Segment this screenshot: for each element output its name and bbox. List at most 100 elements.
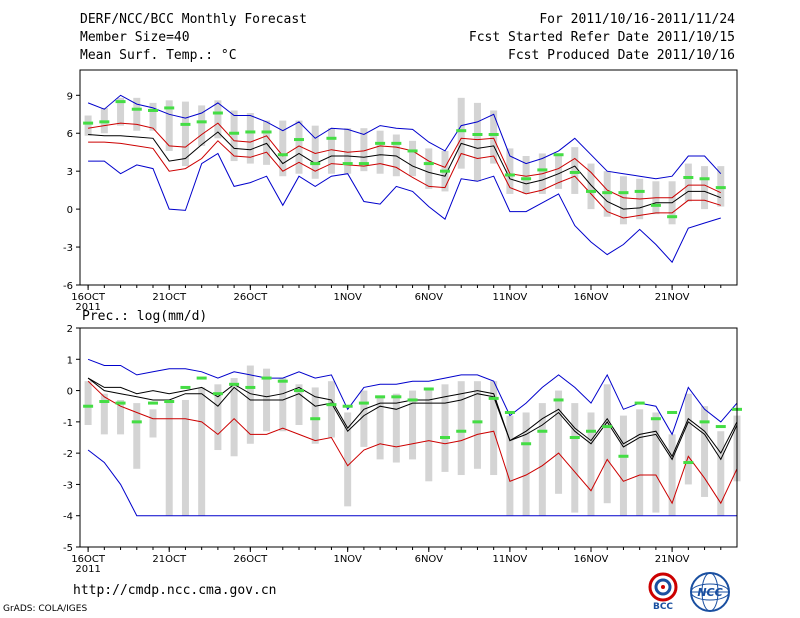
spread-box xyxy=(473,381,481,469)
observed-marker xyxy=(229,382,240,386)
spread-box xyxy=(279,378,287,432)
x-tick-label: 16OCT xyxy=(71,554,106,565)
spread-box xyxy=(684,163,692,202)
observed-marker xyxy=(634,189,645,193)
observed-marker xyxy=(715,425,726,429)
spread-box xyxy=(668,434,676,516)
observed-marker xyxy=(407,149,418,153)
observed-marker xyxy=(358,162,369,166)
y-tick-label: -2 xyxy=(63,449,73,460)
observed-marker xyxy=(148,108,158,112)
forecast-period: For 2011/10/16-2011/11/24 xyxy=(539,12,735,27)
observed-marker xyxy=(375,395,386,399)
observed-marker xyxy=(472,420,483,424)
y-tick-label: 0 xyxy=(67,205,73,216)
spread-box xyxy=(263,120,271,165)
spread-box xyxy=(311,387,319,444)
observed-marker xyxy=(634,401,645,405)
refer-date: Fcst Started Refer Date 2011/10/15 xyxy=(468,30,735,45)
spread-box xyxy=(522,412,530,516)
series-line-lower xyxy=(87,380,738,505)
spread-box xyxy=(344,128,352,174)
spread-box xyxy=(230,378,238,457)
observed-marker xyxy=(440,436,450,439)
observed-marker xyxy=(83,121,94,125)
bcc-logo-text: BCC xyxy=(653,602,673,611)
x-tick-label: 16NOV xyxy=(574,554,609,565)
spread-box xyxy=(392,134,400,177)
series-line-min xyxy=(87,449,737,517)
spread-box xyxy=(84,381,92,425)
spread-box xyxy=(181,101,189,167)
spread-box xyxy=(441,384,449,472)
observed-marker xyxy=(521,177,532,181)
y-tick-label: -3 xyxy=(63,243,73,254)
x-tick-label: 16OCT xyxy=(71,292,106,303)
spread-box xyxy=(327,128,335,174)
observed-marker xyxy=(277,153,288,157)
y-tick-label: -1 xyxy=(63,418,73,429)
plot-frame xyxy=(79,327,738,548)
observed-marker xyxy=(164,106,175,110)
observed-marker xyxy=(99,120,110,124)
series-line-mean xyxy=(88,131,721,210)
observed-marker xyxy=(342,404,353,408)
y-tick-label: 1 xyxy=(67,355,73,366)
panel-temperature: -6 -3 0 3 6 9 16OCT 21OCT 26OCT 1NOV 6NOV 11NOV 16NO… xyxy=(63,69,738,313)
x-tick-label: 26OCT xyxy=(233,292,268,303)
observed-marker xyxy=(683,461,694,465)
spread-box xyxy=(360,390,368,447)
x-tick-label: 1NOV xyxy=(333,554,362,565)
observed-marker xyxy=(667,215,678,219)
spread-box xyxy=(571,147,579,194)
observed-marker xyxy=(342,162,353,166)
x-tick-label: 26OCT xyxy=(233,554,268,565)
y-tick-label: -6 xyxy=(63,281,73,292)
spread-box xyxy=(409,140,417,177)
observed-marker xyxy=(423,387,434,391)
observed-marker xyxy=(650,417,661,421)
observed-marker xyxy=(472,133,483,136)
spread-box xyxy=(344,412,352,507)
observed-marker xyxy=(699,420,710,424)
spread-box xyxy=(214,100,222,139)
spread-box xyxy=(376,396,384,460)
spread-box xyxy=(425,387,433,482)
series-line-max xyxy=(87,94,722,180)
spread-box xyxy=(327,381,335,438)
observed-marker xyxy=(667,410,678,414)
bcc-logo-icon: BCC xyxy=(648,572,678,611)
observed-marker xyxy=(83,404,94,408)
spread-box xyxy=(133,97,141,131)
observed-marker xyxy=(618,454,629,458)
member-size: Member Size=40 xyxy=(80,30,190,45)
x-tick-label: 21NOV xyxy=(655,554,690,565)
spread-box xyxy=(473,102,481,182)
observed-marker xyxy=(586,429,596,433)
observed-marker xyxy=(553,398,564,402)
observed-marker xyxy=(326,136,337,140)
observed-marker xyxy=(586,189,596,193)
observed-marker xyxy=(602,191,613,195)
spread-box xyxy=(392,393,400,463)
observed-marker xyxy=(229,131,240,135)
observed-marker xyxy=(504,410,515,414)
y-tick-label: -3 xyxy=(63,480,73,491)
observed-marker xyxy=(180,122,191,126)
spread-box xyxy=(555,153,563,189)
observed-marker xyxy=(294,138,304,142)
panel-precipitation: -5 -4 -3 -2 -1 0 1 2 16OCT 21OCT 26OCT 1NOV 6NOV 11NO… xyxy=(63,324,742,575)
plot-frame xyxy=(79,69,738,286)
series-line-min xyxy=(88,152,721,264)
y-tick-label: 2 xyxy=(67,324,73,335)
source-url[interactable]: http://cmdp.ncc.cma.gov.cn xyxy=(73,583,277,598)
spread-box xyxy=(311,125,319,179)
observed-marker xyxy=(456,429,467,433)
y-tick-label: 6 xyxy=(67,129,73,140)
x-tick-label: 11NOV xyxy=(493,554,528,565)
spread-box xyxy=(409,390,417,460)
y-tick-label: 9 xyxy=(67,91,73,102)
spread-box xyxy=(181,399,189,516)
spread-box xyxy=(587,412,595,516)
